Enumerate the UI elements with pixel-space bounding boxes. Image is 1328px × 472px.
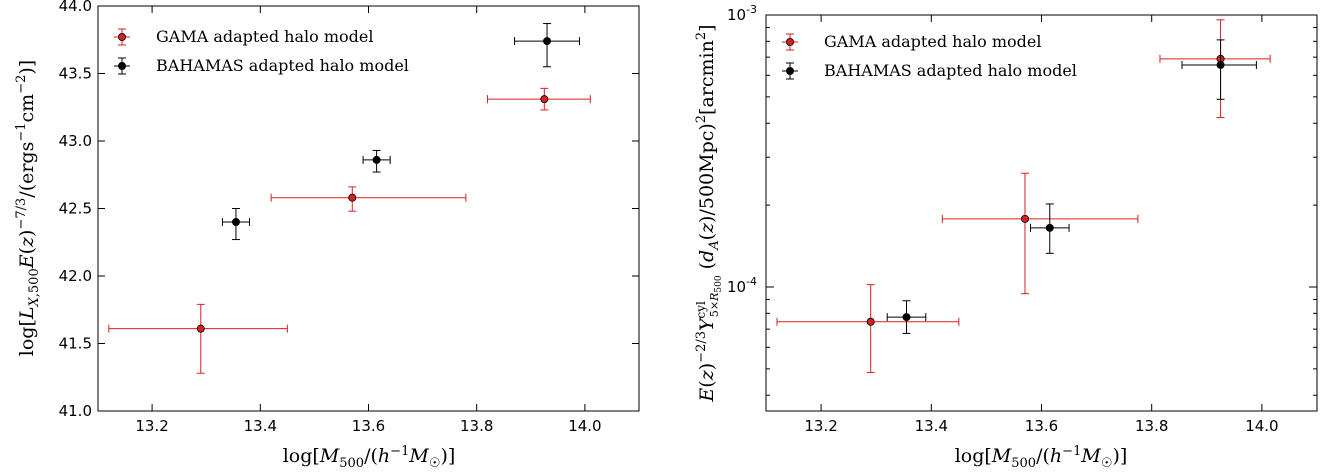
point-marker — [196, 324, 205, 333]
x-tick-label: 14.0 — [568, 417, 601, 435]
data-point — [514, 23, 580, 68]
legend-entry: GAMA adapted halo model — [114, 27, 373, 46]
data-point — [487, 87, 591, 111]
left-legend: GAMA adapted halo model BAHAMAS adapted h… — [114, 27, 409, 75]
right-y-axis: 10-4 10-3 — [727, 3, 1317, 396]
right-legend: GAMA adapted halo model BAHAMAS adapted h… — [782, 32, 1077, 80]
y-tick-label: 41.0 — [59, 402, 92, 420]
x-tick-label: 13.2 — [135, 417, 168, 435]
right-data-marks — [776, 19, 1271, 373]
y-tick-label: 41.5 — [59, 335, 92, 353]
y-tick-label: 10-4 — [727, 275, 757, 296]
point-marker — [902, 313, 911, 322]
x-tick-label: 13.6 — [1025, 417, 1058, 435]
legend-entry: GAMA adapted halo model — [782, 32, 1041, 51]
legend-marker — [786, 38, 795, 47]
y-tick-label: 10-3 — [727, 3, 757, 24]
point-marker — [1020, 214, 1029, 223]
data-point — [1029, 203, 1070, 254]
point-marker — [866, 317, 875, 326]
data-point — [1181, 39, 1257, 100]
data-point — [362, 149, 391, 173]
data-point — [1159, 19, 1271, 118]
x-tick-label: 13.4 — [915, 417, 948, 435]
left-x-axis-label: log[M500/(h−1M☉)] — [283, 444, 456, 471]
left-x-axis: 13.2 13.4 13.6 13.8 14.0 — [135, 6, 602, 435]
legend-entry: BAHAMAS adapted halo model — [782, 61, 1077, 80]
left-chart-panel: 13.2 13.4 13.6 13.8 14.0 41.0 41.5 42.0 42.5 43.… — [14, 0, 640, 471]
x-tick-label: 13.4 — [244, 417, 277, 435]
data-point — [270, 186, 467, 212]
legend-marker — [786, 67, 795, 76]
left-y-axis-label: log[LX,500E(z)−7/3/(ergs−1cm−2)] — [14, 60, 42, 356]
left-y-axis: 41.0 41.5 42.0 42.5 43.0 43.5 44.0 — [59, 0, 639, 420]
y-tick-label: 42.0 — [59, 267, 92, 285]
y-tick-label: 43.0 — [59, 132, 92, 150]
x-tick-label: 14.0 — [1245, 417, 1278, 435]
point-marker — [543, 37, 552, 46]
data-point — [221, 208, 250, 241]
right-y-axis-label: E(z)−2/3Ycyl5×R500 (dA(z)/500Mpc)2[arcmi… — [694, 24, 724, 402]
point-marker — [372, 155, 381, 164]
data-point — [776, 284, 960, 373]
legend-label: BAHAMAS adapted halo model — [824, 61, 1077, 80]
data-point — [941, 172, 1139, 295]
data-point — [108, 303, 288, 374]
point-marker — [1216, 60, 1225, 69]
y-tick-label: 42.5 — [59, 200, 92, 218]
y-tick-label: 44.0 — [59, 0, 92, 15]
point-marker — [1045, 223, 1054, 232]
legend-marker — [118, 33, 127, 42]
legend-label: GAMA adapted halo model — [824, 32, 1041, 51]
legend-entry: BAHAMAS adapted halo model — [114, 56, 409, 75]
legend-label: BAHAMAS adapted halo model — [156, 56, 409, 75]
left-data-marks — [108, 23, 591, 374]
y-tick-label: 43.5 — [59, 65, 92, 83]
point-marker — [231, 217, 240, 226]
legend-label: GAMA adapted halo model — [156, 27, 373, 46]
right-x-axis: 13.2 13.4 13.6 13.8 14.0 — [804, 15, 1279, 435]
data-point — [886, 300, 927, 334]
x-tick-label: 13.8 — [460, 417, 493, 435]
right-x-axis-label: log[M500/(h−1M☉)] — [955, 444, 1128, 471]
point-marker — [540, 95, 549, 104]
right-chart-panel: 13.2 13.4 13.6 13.8 14.0 10-4 10-3 GAMA adapt… — [694, 3, 1318, 471]
x-tick-label: 13.6 — [352, 417, 385, 435]
point-marker — [348, 193, 357, 202]
x-tick-label: 13.8 — [1135, 417, 1168, 435]
x-tick-label: 13.2 — [804, 417, 837, 435]
legend-marker — [118, 62, 127, 71]
